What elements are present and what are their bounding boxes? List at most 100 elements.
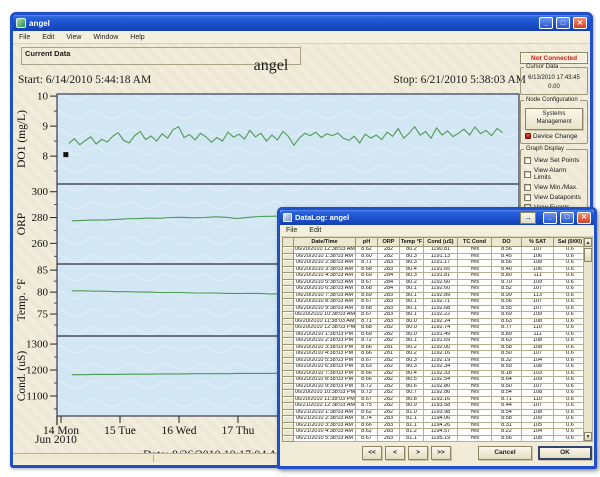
table-row[interactable]: 06/20/2010 5:38:03 PM8.6728280.31192.19Y… [283,357,587,364]
column-header[interactable]: % SAT [522,238,554,247]
y-axis-name-2: Temp. °F [16,279,28,322]
scroll-down-icon[interactable]: ▼ [584,432,592,441]
table-row[interactable]: 06/20/2010 5:38:03 AM8.6728480.21192.60Y… [283,279,587,286]
table-row[interactable]: 06/21/2010 1:38:03 AM8.6228281.01193.98Y… [283,409,587,416]
table-cell: 06/20/2010 11:38:03 AM [294,318,356,325]
table-cell: 06/20/2010 9:38:03 PM [294,383,356,390]
datalog-close-button[interactable]: ✕ [577,212,591,224]
checkbox-row-3[interactable]: View Datapoints [523,193,585,203]
checkbox-row-0[interactable]: View Set Points [523,156,585,166]
table-cell: 06/20/2010 8:38:03 PM [294,377,356,384]
first-page-button[interactable]: << [362,446,382,460]
checkbox-icon[interactable] [524,157,531,164]
datalog-table-body: 06/20/2010 12:38:03 AM8.6228280.21190.81… [283,247,587,442]
close-button[interactable]: ✕ [573,17,587,29]
table-row[interactable]: 06/21/2010 12:38:03 AM8.7528280.91193.58… [283,403,587,410]
svg-text:10: 10 [37,91,49,103]
table-row[interactable]: 06/20/2010 3:38:03 AM8.6828380.41191.65Y… [283,266,587,273]
checkbox-icon[interactable] [524,171,531,178]
menu-item-view[interactable]: View [60,34,87,41]
column-header[interactable]: Date/Time [294,238,356,247]
table-row[interactable]: 06/21/2010 5:38:03 AM8.6728381.11195.19Y… [283,435,587,442]
scrollbar-thumb[interactable] [584,248,592,262]
checkbox-row-2[interactable]: View Min./Max. [523,183,585,193]
device-change-item[interactable]: Device Change [523,132,585,141]
maximize-button[interactable]: □ [556,17,570,29]
table-row[interactable]: 06/20/2010 4:38:03 AM8.6928480.31191.81Y… [283,273,587,280]
next-page-button[interactable]: > [408,446,428,460]
svg-text:260: 260 [32,238,49,250]
table-row[interactable]: 06/20/2010 7:38:03 PM8.6628280.41192.33Y… [283,370,587,377]
menu-item-file[interactable]: File [13,34,36,41]
menu-item-edit[interactable]: Edit [36,34,60,41]
table-row[interactable]: 06/20/2010 9:38:03 AM8.6828380.11192.68Y… [283,305,587,312]
table-row[interactable]: 06/20/2010 3:38:03 PM8.6628180.21192.00Y… [283,344,587,351]
scroll-up-icon[interactable]: ▲ [584,238,592,247]
column-header[interactable]: ORP [378,238,400,247]
table-row[interactable]: 06/20/2010 6:38:03 PM8.6328280.31192.34Y… [283,364,587,371]
table-row[interactable]: 06/20/2010 8:38:03 PM8.6628280.51192.54Y… [283,377,587,384]
table-cell: 06/21/2010 5:38:03 AM [294,435,356,442]
column-header[interactable]: TC Cond [458,238,492,247]
table-row[interactable]: 06/20/2010 9:38:03 PM8.7228280.61192.80Y… [283,383,587,390]
table-cell: 06/21/2010 1:38:03 AM [294,409,356,416]
y-axis-name-1: ORP [16,213,28,235]
ok-button[interactable]: OK [538,446,592,460]
table-row[interactable]: 06/20/2010 2:38:03 AM8.7128380.31191.17Y… [283,260,587,267]
svg-text:1200: 1200 [26,365,49,377]
column-header[interactable]: Cond (uS) [424,238,458,247]
svg-text:80: 80 [37,287,49,299]
table-cell: 06/20/2010 7:38:03 PM [294,370,356,377]
table-row[interactable]: 06/20/2010 1:38:03 PM8.6928280.01191.49Y… [283,331,587,338]
column-header[interactable]: Sal (0/00) [554,238,587,247]
table-cell: 06/20/2010 6:38:03 PM [294,364,356,371]
checkbox-icon[interactable] [524,194,531,201]
table-row[interactable]: 06/21/2010 3:38:03 AM8.6628381.11194.26Y… [283,422,587,429]
checkbox-row-1[interactable]: View Alarm Limits [523,166,585,183]
table-row[interactable]: 06/20/2010 11:38:03 AM8.7128380.01192.24… [283,318,587,325]
menu-item-window[interactable]: Window [87,34,124,41]
table-row[interactable]: 06/20/2010 4:38:03 PM8.6628180.21192.16Y… [283,351,587,358]
svg-text:75: 75 [37,309,49,321]
datalog-menu-item-edit[interactable]: Edit [303,227,327,234]
x-axis-month-label: Jun 2010 [35,434,77,446]
checkbox-label: View Min./Max. [534,184,578,191]
table-cell: 06/20/2010 2:38:03 AM [294,260,356,267]
main-titlebar[interactable]: angel _ □ ✕ [13,15,590,31]
datalog-maximize-button[interactable]: □ [560,212,574,224]
table-row[interactable]: 06/20/2010 12:38:03 PM8.6828280.01192.74… [283,325,587,332]
table-row[interactable]: 06/21/2010 4:38:03 AM8.6228381.21194.57Y… [283,429,587,436]
table-row[interactable]: 06/20/2010 7:38:03 AM8.6928380.11192.89Y… [283,292,587,299]
row-selector[interactable] [283,435,294,442]
export-arrow-button[interactable]: → [520,212,536,224]
datalog-window: DataLog: angel → _ □ ✕ FileEdit Date/Tim… [277,207,597,469]
table-row[interactable]: 06/20/2010 12:38:03 AM8.6228280.21190.81… [283,247,587,254]
column-header[interactable]: Temp °F [400,238,424,247]
checkbox-icon[interactable] [524,184,531,191]
cancel-button[interactable]: Cancel [478,446,532,460]
vertical-scrollbar[interactable]: ▲ ▼ [583,237,593,442]
minimize-button[interactable]: _ [539,17,553,29]
datalog-titlebar[interactable]: DataLog: angel → _ □ ✕ [280,210,594,225]
table-row[interactable]: 06/20/2010 10:38:03 PM8.7328280.71192.86… [283,390,587,397]
column-header[interactable]: DO [492,238,522,247]
table-row[interactable]: 06/20/2010 2:38:03 PM8.7228280.11191.69Y… [283,338,587,345]
table-row[interactable]: 06/20/2010 11:38:03 PM8.6728280.81193.16… [283,396,587,403]
table-row[interactable]: 06/20/2010 8:38:03 AM8.6728380.11192.71Y… [283,299,587,306]
table-cell: 06/20/2010 8:38:03 AM [294,299,356,306]
table-row[interactable]: 06/20/2010 1:38:03 AM8.6028280.31191.13Y… [283,253,587,260]
table-row[interactable]: 06/20/2010 10:38:03 AM8.6728380.11192.22… [283,312,587,319]
datalog-minimize-button[interactable]: _ [543,212,557,224]
datalog-footer: << < > >> Cancel OK [280,442,594,466]
table-row[interactable]: 06/21/2010 2:38:03 AM8.7428381.11194.06Y… [283,416,587,423]
menu-item-help[interactable]: Help [124,34,150,41]
table-row[interactable]: 06/20/2010 6:38:03 AM8.6828480.11192.60Y… [283,286,587,293]
previous-page-button[interactable]: < [385,446,405,460]
device-change-label: Device Change [533,133,577,140]
systems-management-button[interactable]: Systems Management [525,108,582,130]
y-axis-name-3: Cond. (uS) [16,351,28,402]
last-page-button[interactable]: >> [431,446,451,460]
column-header[interactable]: pH [356,238,378,247]
node-configuration-group: Node Configuration Systems Management De… [520,100,588,144]
datalog-menu-item-file[interactable]: File [280,227,303,234]
